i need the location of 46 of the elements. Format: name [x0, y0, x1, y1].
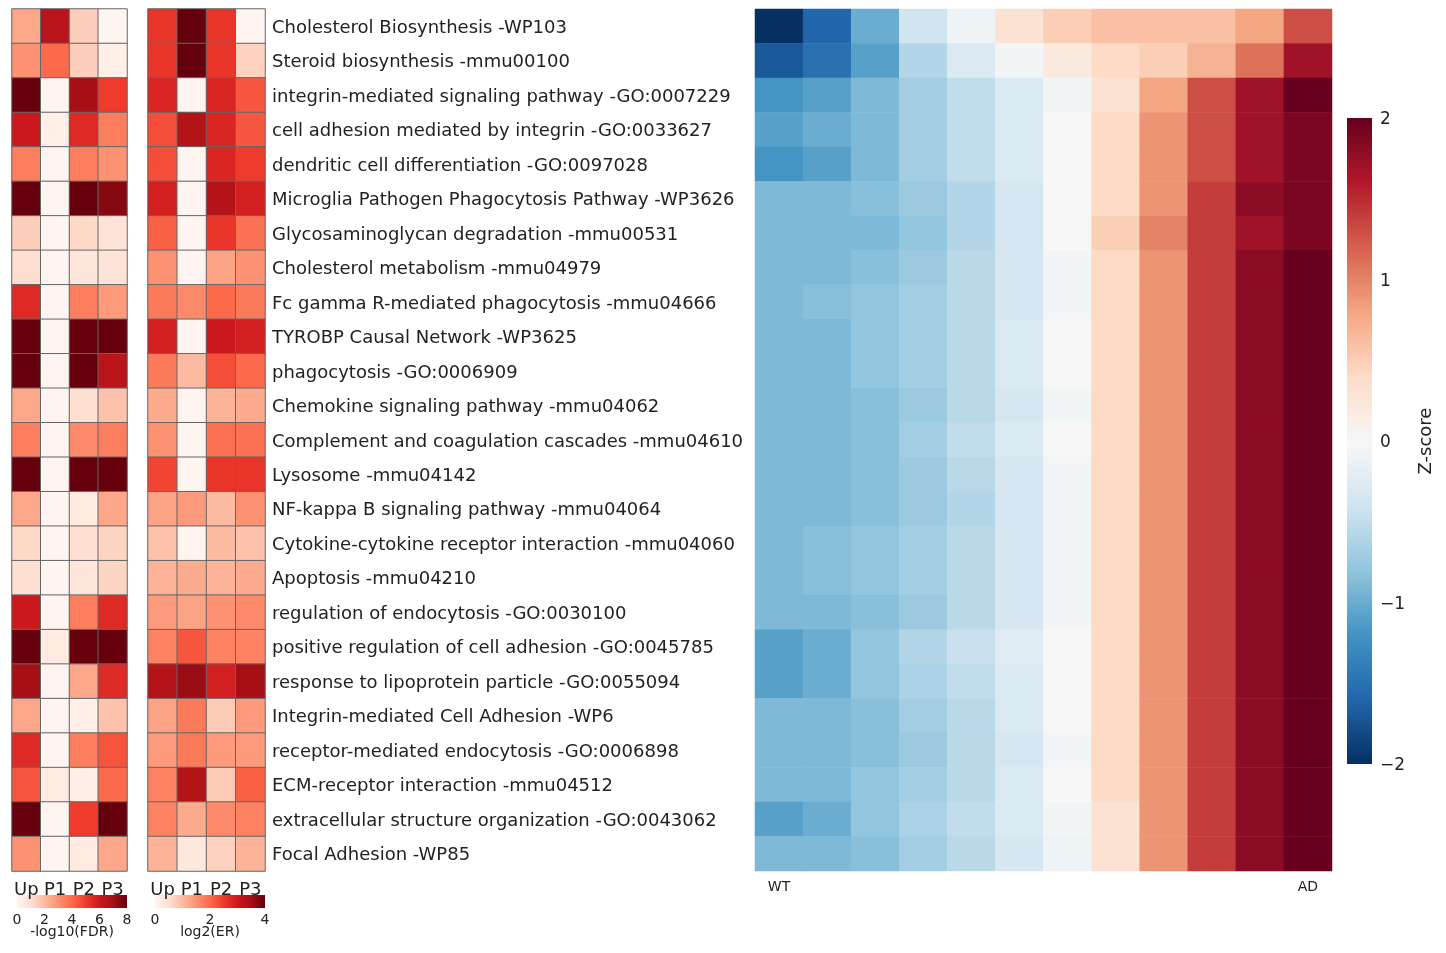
y-tick-label: Cholesterol Biosynthesis -WP103: [272, 15, 567, 37]
y-tick-label: extracellular structure organization -GO:0043062: [272, 808, 717, 830]
y-tick-label: Integrin-mediated Cell Adhesion -WP6: [272, 705, 614, 727]
color-bar-label: 4: [260, 911, 270, 927]
x-tick-label: P2: [209, 877, 233, 899]
y-tick-label: NF-kappa B signaling pathway -mmu04064: [272, 498, 662, 520]
y-tick-label: cell adhesion mediated by integrin -GO:0033627: [272, 119, 712, 141]
color-bar-label: 1: [1380, 269, 1391, 290]
x-tick-label: P1: [43, 877, 67, 899]
x-tick-label: P3: [239, 877, 262, 899]
x-tick-label: WT: [767, 878, 791, 894]
y-tick-label: positive regulation of cell adhesion -GO:0045785: [272, 636, 714, 658]
color-bar-label: 0: [1380, 431, 1391, 451]
y-tick-label: Lysosome -mmu04142: [272, 463, 477, 485]
y-tick-label: regulation of endocytosis -GO:0030100: [272, 601, 627, 623]
y-tick-label: dendritic cell differentiation -GO:0097028: [272, 153, 648, 175]
y-tick-label: Microglia Pathogen Phagocytosis Pathway -WP3626: [272, 188, 735, 210]
y-tick-label: Cytokine-cytokine receptor interaction -mmu04060: [272, 532, 735, 554]
y-tick-label: Complement and coagulation cascades -mmu04610: [272, 429, 744, 451]
y-tick-label: ECM-receptor interaction -mmu04512: [272, 774, 613, 796]
y-tick-label: Focal Adhesion -WP85: [272, 843, 471, 865]
y-tick-label: Glycosaminoglycan degradation -mmu00531: [272, 222, 679, 244]
y-tick-label: Cholesterol metabolism -mmu04979: [272, 257, 602, 279]
color-bar-label: 8: [122, 911, 132, 927]
color-bar-label: 2: [1380, 108, 1391, 128]
y-tick-label: response to lipoprotein particle -GO:0055094: [272, 670, 681, 692]
color-bar-label: 0: [150, 911, 160, 927]
y-tick-label: Chemokine signaling pathway -mmu04062: [272, 395, 660, 417]
x-tick-label: P3: [101, 877, 124, 899]
x-tick-label: AD: [1297, 878, 1319, 894]
color-bar-label: −2: [1380, 754, 1406, 774]
color-bar-label: −1: [1380, 592, 1406, 613]
y-tick-label: Steroid biosynthesis -mmu00100: [272, 50, 570, 72]
y-tick-label: phagocytosis -GO:0006909: [272, 360, 518, 382]
x-tick-label: P2: [72, 877, 96, 899]
x-tick-label: Up: [150, 877, 175, 899]
x-tick-label: Up: [14, 877, 39, 899]
color-bar-title: log2(ER): [180, 923, 240, 939]
color-bar-label: 0: [12, 911, 22, 927]
y-tick-label: TYROBP Causal Network -WP3625: [271, 326, 577, 348]
x-tick-label: P1: [180, 877, 204, 899]
color-bar-title: Z-score: [1413, 407, 1435, 475]
y-tick-label: integrin-mediated signaling pathway -GO:0007229: [272, 84, 731, 106]
y-tick-label: Fc gamma R-mediated phagocytosis -mmu04666: [272, 291, 717, 313]
y-tick-label: Apoptosis -mmu04210: [272, 567, 476, 589]
y-tick-label: receptor-mediated endocytosis -GO:0006898: [272, 739, 679, 761]
